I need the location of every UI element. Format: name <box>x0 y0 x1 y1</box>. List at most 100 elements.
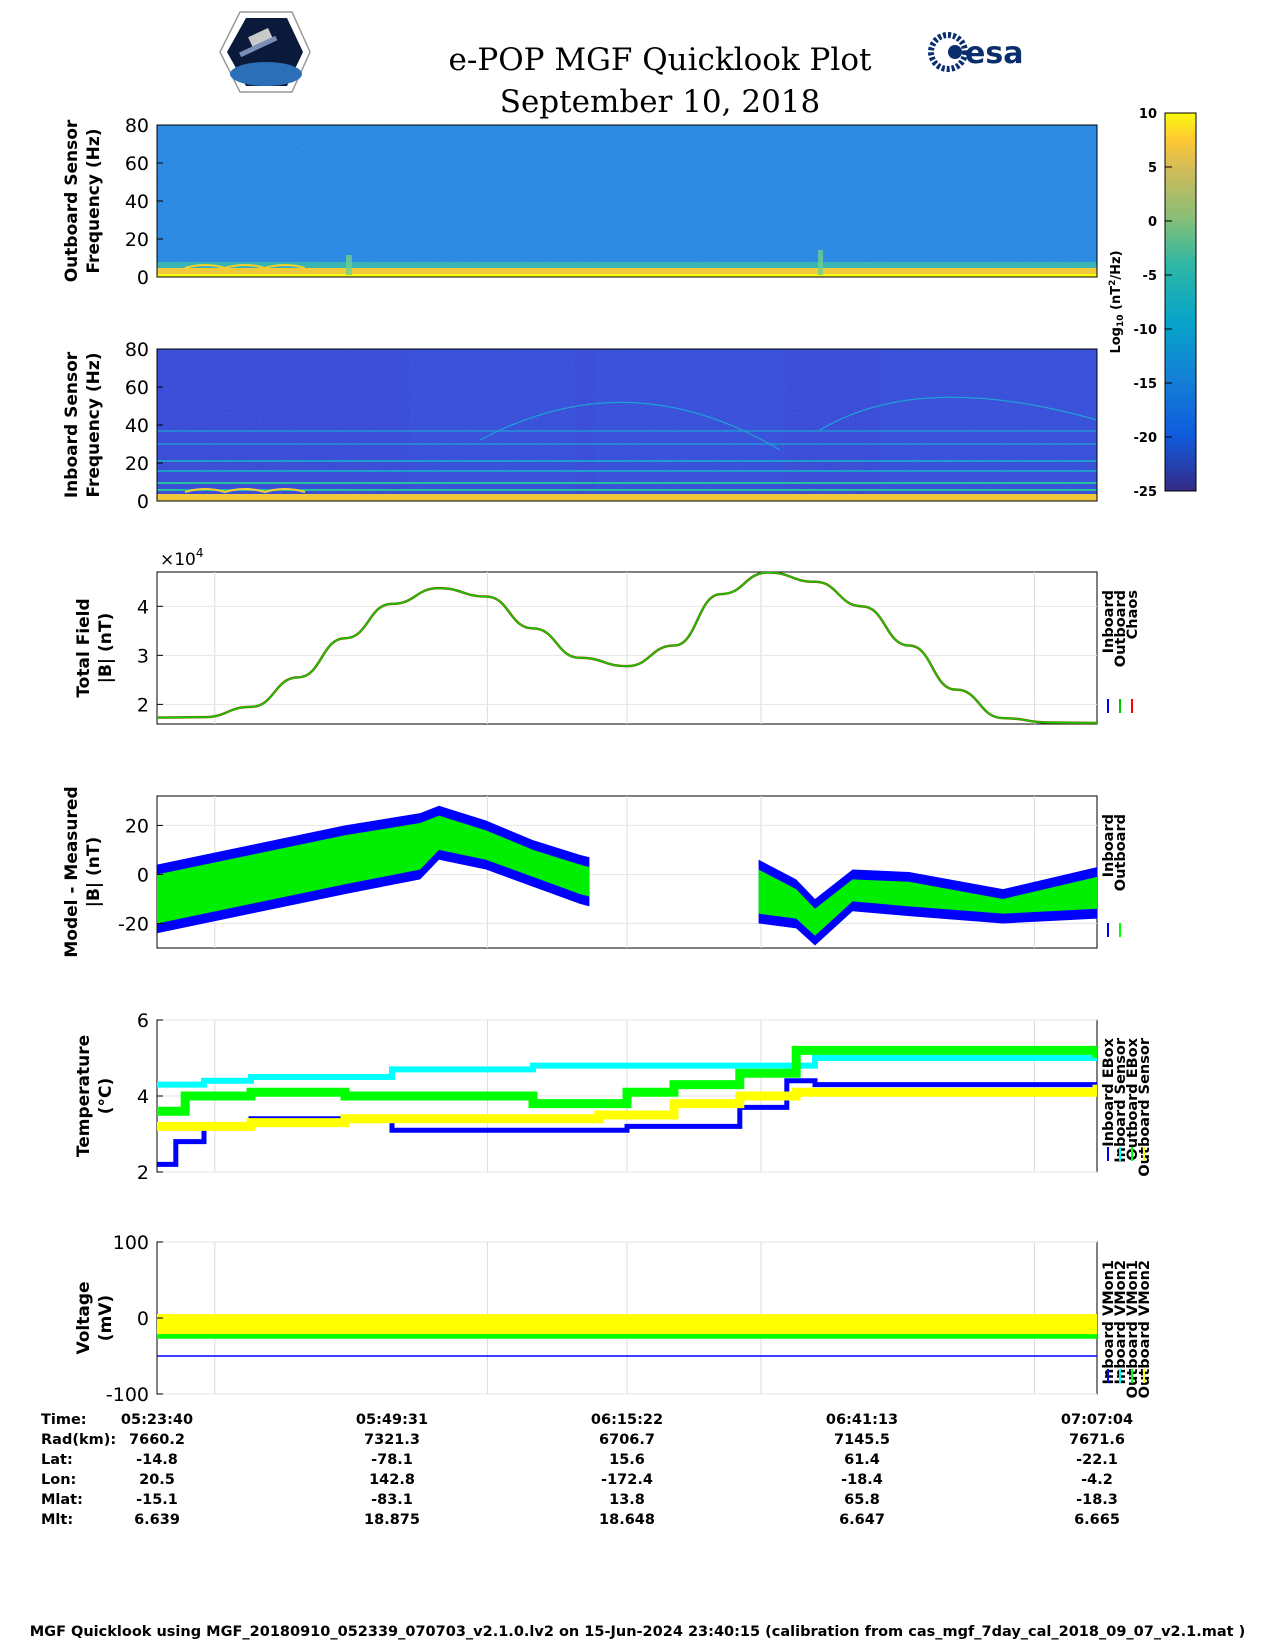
y-tick-label: 2 <box>137 694 149 716</box>
y-tick-label: 4 <box>137 596 149 618</box>
y-tick-label: 60 <box>125 153 149 175</box>
legend-entry: Outboard VMon1 <box>1125 1260 1141 1398</box>
ephemeris-value: 18.648 <box>599 1512 655 1528</box>
y-tick-label: 0 <box>137 491 149 513</box>
inboard-spectrogram <box>156 348 1098 502</box>
series-group <box>157 1314 1097 1357</box>
plot-title: e-POP MGF Quicklook Plot <box>448 42 872 78</box>
y-axis-label: Frequency (Hz) <box>84 128 104 273</box>
ephemeris-row-label: Mlat: <box>41 1492 83 1508</box>
ephemeris-value: 6.665 <box>1074 1512 1120 1528</box>
plot-date: September 10, 2018 <box>499 84 821 120</box>
legend-entry: Inboard VMon2 <box>1113 1260 1129 1384</box>
ephemeris-row-label: Rad(km): <box>41 1432 117 1448</box>
outboard-spectrogram <box>156 124 1098 278</box>
y-tick-label: 80 <box>125 339 149 361</box>
y-axis-label: (mV) <box>96 1295 116 1341</box>
colorbar-tick-label: -20 <box>1134 431 1158 446</box>
ephemeris-value: 06:41:13 <box>825 1412 899 1428</box>
y-tick-label: 100 <box>113 1232 149 1254</box>
y-tick-label: 0 <box>137 267 149 289</box>
colorbar-tick-label: 0 <box>1148 215 1157 230</box>
ephemeris-value: 65.8 <box>844 1492 880 1508</box>
legend-entry: Outboard <box>1113 814 1129 891</box>
y-tick-label: 20 <box>125 815 149 837</box>
series-line <box>157 1045 1097 1116</box>
ephemeris-value: -78.1 <box>371 1452 413 1468</box>
legend-entry: Outboard EBox <box>1125 1037 1141 1160</box>
series-line <box>157 1355 1097 1357</box>
y-axis-label: Outboard Sensor <box>62 119 82 282</box>
colorbar-label: Log10 (nT2/Hz) <box>1108 250 1126 353</box>
legend-entry: Inboard <box>1101 814 1117 877</box>
ephemeris-value: 7660.2 <box>129 1432 185 1448</box>
band-outboard <box>157 815 590 924</box>
ephemeris-value: 7145.5 <box>834 1432 890 1448</box>
y-tick-label: 20 <box>125 453 149 475</box>
ephemeris-row-label: Lon: <box>41 1472 77 1488</box>
cassiope-logo <box>219 11 311 93</box>
ephemeris-value: 13.8 <box>609 1492 645 1508</box>
band-outboard <box>758 869 1097 936</box>
colorbar-tick-label: 10 <box>1139 107 1157 122</box>
ephemeris-value: -22.1 <box>1076 1452 1118 1468</box>
legend-entry: Inboard <box>1101 590 1117 653</box>
y-tick-label: -20 <box>118 913 149 935</box>
y-tick-label: 40 <box>125 415 149 437</box>
legend-entry: Chaos <box>1125 590 1141 639</box>
ephemeris-value: -83.1 <box>371 1492 413 1508</box>
y-tick-label: 3 <box>137 645 149 667</box>
ephemeris-value: 61.4 <box>844 1452 880 1468</box>
y-tick-label: 0 <box>137 1308 149 1330</box>
ephemeris-value: 7321.3 <box>364 1432 420 1448</box>
ephemeris-value: 05:23:40 <box>120 1412 194 1428</box>
ephemeris-row-label: Mlt: <box>41 1512 74 1528</box>
y-axis-label: Voltage <box>74 1281 94 1354</box>
legend-entry: Inboard EBox <box>1101 1037 1117 1146</box>
ephemeris-value: 15.6 <box>609 1452 645 1468</box>
colorbar: 10 5 0 -5 -10 -15 -20 -25 Log10 (nT2/Hz) <box>1108 107 1197 500</box>
colorbar-tick-label: 5 <box>1148 161 1157 176</box>
series-group <box>157 1045 1097 1167</box>
footer-caption: MGF Quicklook using MGF_20180910_052339_… <box>29 1624 1246 1640</box>
y-axis-label: Frequency (Hz) <box>84 352 104 497</box>
colorbar-tick-label: -15 <box>1134 377 1158 392</box>
ephemeris-value: -15.1 <box>136 1492 178 1508</box>
y-tick-label: 20 <box>125 229 149 251</box>
ephemeris-value: 6706.7 <box>599 1432 655 1448</box>
legend-entry: Inboard Sensor <box>1113 1037 1129 1163</box>
ephemeris-value: -14.8 <box>136 1452 178 1468</box>
ephemeris-value: -18.3 <box>1076 1492 1118 1508</box>
ephemeris-value: 6.639 <box>134 1512 180 1528</box>
ephemeris-value: 7671.6 <box>1069 1432 1125 1448</box>
legend-entry: Outboard Sensor <box>1137 1037 1153 1176</box>
series-line <box>157 1084 1097 1131</box>
y-axis-label: |B| (nT) <box>84 837 104 908</box>
y-tick-label: 80 <box>125 115 149 137</box>
colorbar-tick-label: -10 <box>1134 323 1158 338</box>
ephemeris-value: 05:49:31 <box>355 1412 429 1428</box>
ephemeris-value: 20.5 <box>139 1472 175 1488</box>
y-tick-label: 2 <box>137 1162 149 1184</box>
y-tick-label: 40 <box>125 191 149 213</box>
series-line-outboard <box>157 572 1097 724</box>
ephemeris-value: -18.4 <box>841 1472 883 1488</box>
legend-entry: Inboard VMon1 <box>1101 1260 1117 1384</box>
y-axis-label: Temperature <box>74 1035 94 1157</box>
y-tick-label: -100 <box>106 1384 149 1406</box>
total-field-series <box>157 572 1097 724</box>
colorbar-tick-label: -25 <box>1134 485 1158 500</box>
ephemeris-value: -172.4 <box>601 1472 653 1488</box>
esa-logo: esa <box>928 32 1023 72</box>
esa-logo-text: esa <box>965 36 1023 71</box>
y-axis-label: |B| (nT) <box>96 613 116 684</box>
ephemeris-row-label: Time: <box>41 1412 87 1428</box>
y-axis-label: (°C) <box>96 1078 116 1115</box>
ephemeris-value: -4.2 <box>1081 1472 1113 1488</box>
colorbar-tick-label: -5 <box>1143 269 1157 284</box>
residual-series <box>157 805 1097 946</box>
legend-entry: Outboard <box>1113 590 1129 667</box>
y-axis-label: Total Field <box>74 598 94 697</box>
legend-entry: Outboard VMon2 <box>1137 1260 1153 1398</box>
